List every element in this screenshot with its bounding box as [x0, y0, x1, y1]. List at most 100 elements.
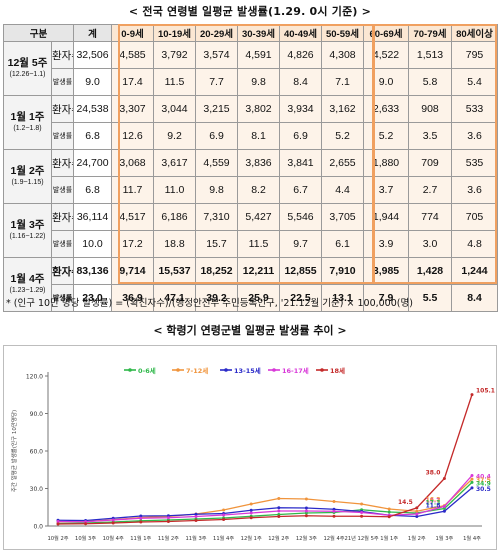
cell-rate: 6.9 — [195, 122, 239, 150]
week-label: 12월 5주 (12.26~1.1) — [3, 41, 52, 96]
y-axis-label: 주간 일평균 발생률(인구 10만명당) — [10, 410, 18, 492]
cell-rate: 9.2 — [153, 122, 197, 150]
data-label: 38.0 — [426, 470, 441, 477]
cell-cases: 1,428 — [408, 257, 453, 285]
cell-total-cases: 32,506 — [73, 41, 113, 69]
data-point — [249, 508, 253, 512]
data-point — [415, 512, 419, 516]
legend-label: 18세 — [330, 366, 345, 375]
row-label-cases: 환자수 — [50, 41, 75, 69]
cell-cases: 3,162 — [321, 95, 365, 123]
cell-cases: 705 — [451, 203, 499, 231]
cell-rate: 5.5 — [408, 284, 453, 312]
data-point — [332, 509, 336, 513]
cell-cases: 1,944 — [363, 203, 410, 231]
cell-rate: 8.4 — [451, 284, 499, 312]
header-age-5: 50-59세 — [321, 24, 365, 42]
table-row-cases: 1월 1주(1.2~1.8)환자수24,5383,3073,0443,2153,… — [3, 95, 499, 150]
row-label-rate: 발생률 — [50, 176, 75, 204]
data-point — [111, 521, 115, 525]
cell-rate: 11.5 — [153, 68, 197, 96]
x-tick-label: 1월 2주 — [408, 534, 426, 542]
cell-cases: 15,537 — [153, 257, 197, 285]
cell-cases: 908 — [408, 95, 453, 123]
data-point — [470, 477, 474, 481]
cell-cases: 3,215 — [195, 95, 239, 123]
x-tick-label: 12월 1주 — [241, 534, 262, 542]
legend-marker — [176, 368, 180, 372]
data-label: 105.1 — [476, 388, 495, 395]
header-age-3: 30-39세 — [237, 24, 281, 42]
table-row-cases: 12월 5주(12.26~1.1)환자수32,5064,5853,7923,57… — [3, 41, 499, 96]
cell-rate: 3.5 — [408, 122, 453, 150]
x-tick-label: 12월 2주 — [268, 534, 289, 542]
header-age-4: 40-49세 — [279, 24, 323, 42]
header-row: 구분 계 0-9세 10-19세 20-29세 30-39세 40-49세 50… — [2, 24, 499, 42]
table-row-rate: 발생률 6.8 11.7 11.0 9.8 8.2 6.7 4.4 3.7 2.7 3.6 — [4, 176, 499, 204]
chart-title: < 학령기 연령군별 일평균 발생률 추이 > — [153, 324, 347, 337]
row-label-rate: 발생률 — [50, 68, 75, 96]
cell-rate: 5.2 — [321, 122, 365, 150]
x-tick-label: 1월 1주 — [380, 534, 398, 542]
x-tick-label: 11월 1주 — [130, 534, 151, 542]
data-point — [304, 497, 308, 501]
data-point — [387, 507, 391, 511]
cell-rate: 22.5 — [279, 284, 323, 312]
cell-cases: 3,705 — [321, 203, 365, 231]
data-point — [222, 508, 226, 512]
data-label: 30.5 — [476, 486, 491, 493]
cell-rate: 7.1 — [321, 68, 365, 96]
table-row-cases: 1월 3주(1.16~1.22)환자수36,1144,5176,1867,310… — [3, 203, 499, 258]
cell-rate: 4.4 — [321, 176, 365, 204]
row-label-rate: 발생률 — [50, 230, 75, 258]
cell-total-rate: 6.8 — [73, 176, 113, 204]
cell-rate: 3.9 — [363, 230, 410, 258]
cell-cases: 795 — [451, 41, 499, 69]
cell-rate: 47.1 — [153, 284, 197, 312]
table-row-rate: 발생률 10.0 17.2 18.8 15.7 11.5 9.7 6.1 3.9 3.0 4.8 — [4, 230, 499, 258]
data-point — [304, 509, 308, 513]
cell-cases: 4,591 — [237, 41, 281, 69]
data-point — [139, 516, 143, 520]
data-label: 11.8 — [426, 502, 441, 509]
cell-cases: 3,836 — [237, 149, 281, 177]
data-point — [360, 514, 364, 518]
table-row-rate: 발생률 23.0 36.9 47.1 39.2 25.9 22.5 13.1 7.9 5.5 8.4 — [4, 284, 499, 312]
cell-rate: 5.2 — [363, 122, 410, 150]
legend-marker — [320, 368, 324, 372]
cell-rate: 9.7 — [279, 230, 323, 258]
cell-rate: 6.9 — [279, 122, 323, 150]
cell-total-rate: 6.8 — [73, 122, 113, 150]
row-label-rate: 발생률 — [50, 284, 75, 312]
data-label: 14.5 — [398, 499, 413, 506]
header-age-0: 0-9세 — [111, 24, 155, 42]
legend-label: 0-6세 — [138, 366, 156, 375]
data-point — [277, 506, 281, 510]
table-title: < 전국 연령별 일평균 발생률(1.29. 0시 기준) > — [128, 5, 372, 18]
cell-rate: 11.7 — [111, 176, 155, 204]
cell-cases: 4,522 — [363, 41, 410, 69]
cell-cases: 4,585 — [111, 41, 155, 69]
week-label: 1월 3주 (1.16~1.22) — [3, 203, 52, 258]
cell-rate: 18.8 — [153, 230, 197, 258]
data-label: 34.9 — [476, 480, 491, 487]
x-tick-label: 12월 3주 — [296, 534, 317, 542]
x-tick-label: 12월 4주 — [323, 534, 344, 542]
series-line — [57, 475, 473, 523]
y-tick-label: 60.0 — [30, 449, 44, 456]
legend-marker — [128, 368, 132, 372]
legend-label: 7-12세 — [186, 366, 208, 375]
cell-rate: 8.1 — [237, 122, 281, 150]
line-chart: 0.0 30.0 60.0 90.0 120.0 주간 일평균 발생률(인구 10만명당)… — [10, 366, 495, 542]
data-point — [249, 502, 253, 506]
y-tick-label: 90.0 — [30, 411, 44, 418]
cell-cases: 3,617 — [153, 149, 197, 177]
data-point — [194, 512, 198, 516]
cell-rate: 12.6 — [111, 122, 155, 150]
x-tick-label: 10월 4주 — [103, 534, 124, 542]
data-point — [304, 514, 308, 518]
cell-cases: 3,934 — [279, 95, 323, 123]
cell-cases: 4,517 — [111, 203, 155, 231]
x-tick-label: 11월 2주 — [158, 534, 179, 542]
cell-cases: 533 — [451, 95, 499, 123]
